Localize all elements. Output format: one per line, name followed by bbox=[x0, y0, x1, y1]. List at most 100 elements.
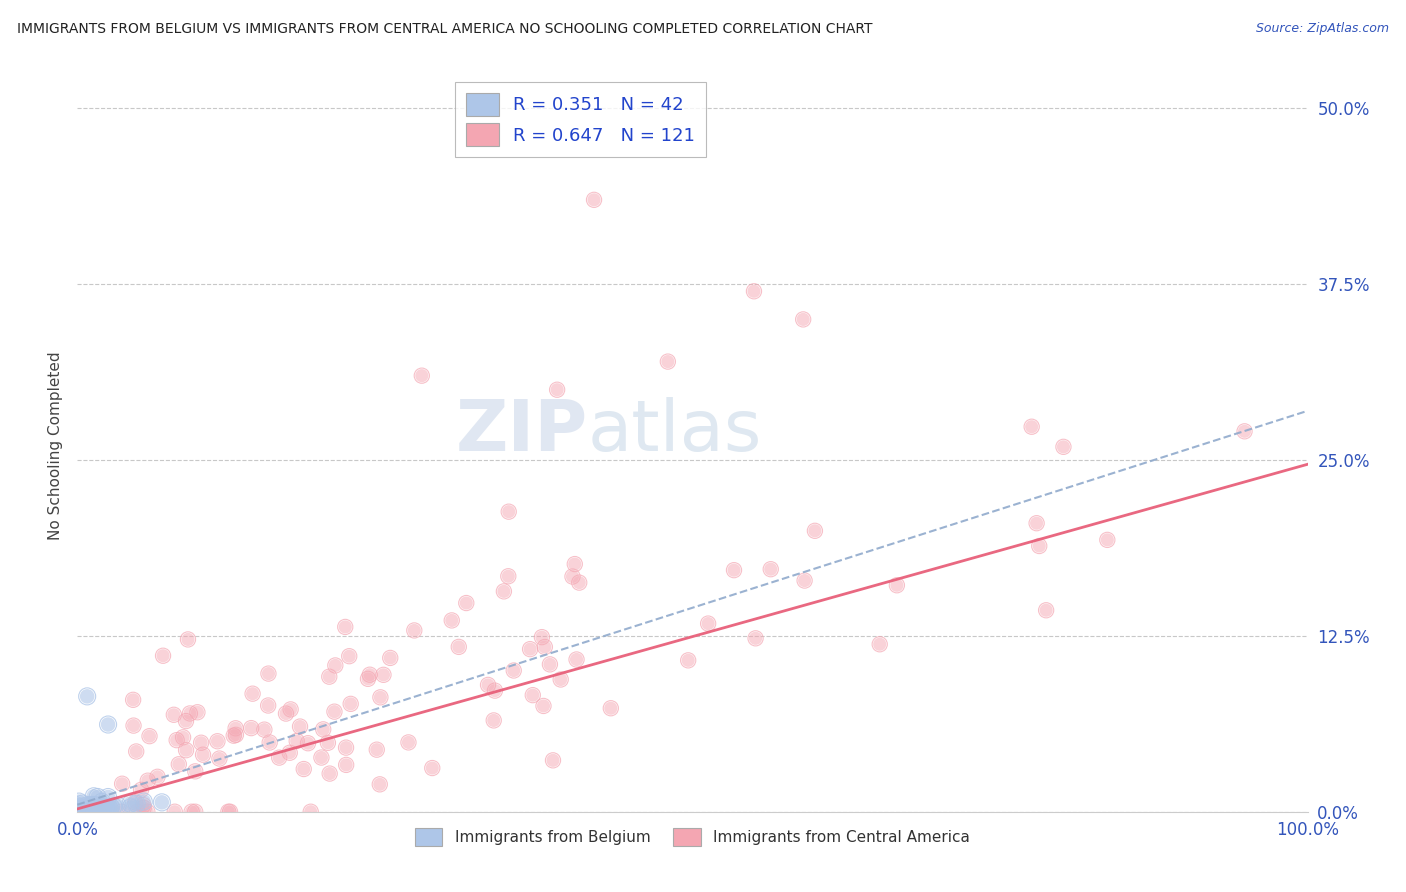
Point bbox=[167, 757, 190, 772]
Point bbox=[66, 805, 89, 819]
Point bbox=[380, 651, 402, 665]
Point bbox=[288, 720, 311, 734]
Point bbox=[599, 701, 621, 715]
Point bbox=[312, 723, 335, 737]
Point bbox=[420, 761, 443, 775]
Point bbox=[278, 746, 301, 760]
Point bbox=[484, 683, 506, 698]
Point bbox=[84, 801, 107, 815]
Point bbox=[67, 801, 90, 815]
Point bbox=[583, 193, 606, 207]
Point bbox=[440, 614, 463, 628]
Point bbox=[172, 731, 194, 745]
Point bbox=[533, 698, 555, 713]
Point bbox=[111, 777, 134, 791]
Point bbox=[742, 285, 765, 299]
Point bbox=[219, 805, 242, 819]
Point bbox=[184, 805, 207, 819]
Point bbox=[72, 804, 94, 818]
Point bbox=[583, 193, 606, 207]
Point bbox=[546, 383, 568, 397]
Point bbox=[72, 804, 94, 818]
Point bbox=[253, 723, 276, 737]
Point bbox=[79, 799, 101, 814]
Point bbox=[84, 802, 107, 816]
Point bbox=[1028, 539, 1050, 553]
Point bbox=[242, 687, 264, 701]
Point bbox=[299, 805, 322, 819]
Point bbox=[498, 505, 520, 519]
Point bbox=[259, 735, 281, 749]
Point bbox=[166, 733, 188, 747]
Point bbox=[174, 743, 197, 757]
Point bbox=[502, 664, 524, 678]
Point bbox=[482, 714, 505, 728]
Point bbox=[299, 805, 322, 819]
Point bbox=[242, 687, 264, 701]
Point bbox=[519, 642, 541, 657]
Point bbox=[492, 584, 515, 599]
Point bbox=[565, 652, 588, 666]
Point bbox=[76, 802, 98, 816]
Point bbox=[97, 717, 120, 731]
Point bbox=[132, 795, 155, 809]
Point bbox=[67, 802, 90, 816]
Point bbox=[97, 790, 120, 805]
Point bbox=[792, 312, 814, 326]
Point bbox=[530, 630, 553, 644]
Text: Source: ZipAtlas.com: Source: ZipAtlas.com bbox=[1256, 22, 1389, 36]
Point bbox=[1025, 516, 1047, 531]
Point bbox=[73, 803, 96, 817]
Point bbox=[793, 574, 815, 588]
Point bbox=[550, 673, 572, 687]
Point bbox=[75, 802, 97, 816]
Point bbox=[129, 783, 152, 797]
Point bbox=[565, 652, 588, 666]
Point bbox=[1233, 425, 1256, 439]
Point bbox=[370, 690, 392, 705]
Point bbox=[180, 805, 202, 819]
Point bbox=[98, 801, 121, 815]
Point bbox=[311, 750, 333, 764]
Point bbox=[87, 805, 110, 819]
Point bbox=[541, 753, 564, 767]
Point bbox=[91, 800, 114, 814]
Point bbox=[1028, 539, 1050, 553]
Point bbox=[122, 693, 145, 707]
Point bbox=[404, 624, 426, 638]
Point bbox=[167, 757, 190, 772]
Text: atlas: atlas bbox=[588, 397, 762, 466]
Point bbox=[477, 678, 499, 692]
Point bbox=[804, 524, 827, 538]
Point bbox=[72, 797, 94, 811]
Point bbox=[366, 742, 388, 756]
Point bbox=[259, 735, 281, 749]
Point bbox=[84, 801, 107, 815]
Point bbox=[339, 697, 361, 711]
Point bbox=[522, 688, 544, 702]
Point bbox=[368, 777, 391, 791]
Point bbox=[82, 801, 104, 815]
Point bbox=[83, 797, 105, 812]
Point bbox=[335, 620, 357, 634]
Point bbox=[742, 285, 765, 299]
Point bbox=[337, 649, 360, 664]
Point bbox=[217, 805, 239, 819]
Point bbox=[676, 653, 699, 667]
Point bbox=[120, 800, 142, 814]
Point bbox=[120, 800, 142, 814]
Point bbox=[186, 705, 208, 719]
Point bbox=[550, 673, 572, 687]
Point bbox=[184, 764, 207, 779]
Point bbox=[127, 805, 149, 819]
Point bbox=[240, 721, 263, 735]
Point bbox=[380, 651, 402, 665]
Point bbox=[373, 668, 395, 682]
Point bbox=[138, 729, 160, 743]
Point bbox=[269, 750, 291, 764]
Point bbox=[146, 770, 169, 784]
Point bbox=[76, 690, 98, 704]
Point bbox=[253, 723, 276, 737]
Point bbox=[82, 803, 104, 817]
Point bbox=[207, 734, 229, 748]
